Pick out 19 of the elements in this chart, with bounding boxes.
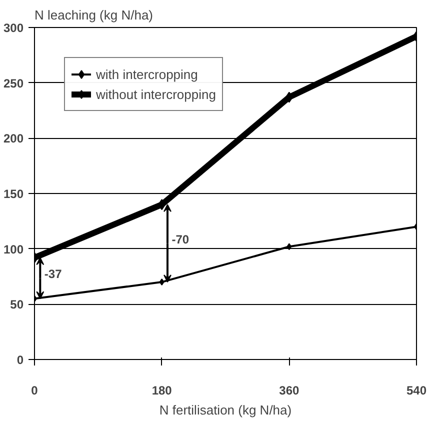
y-tick-label: 300 bbox=[3, 21, 24, 35]
point bbox=[159, 278, 164, 286]
annotation: -37 bbox=[44, 267, 62, 282]
legend-label: with intercropping bbox=[96, 66, 198, 82]
y-tick-label: 50 bbox=[10, 298, 24, 312]
y-tick-label: 100 bbox=[3, 242, 24, 256]
y-tick-label: 150 bbox=[3, 187, 24, 201]
x-tick-label: 540 bbox=[406, 384, 427, 398]
y-tick-label: 200 bbox=[3, 132, 24, 146]
legend-label: without intercropping bbox=[96, 86, 216, 102]
x-tick-label: 0 bbox=[31, 384, 38, 398]
x-tick-label: 360 bbox=[279, 384, 300, 398]
annotation: -70 bbox=[172, 232, 190, 246]
y-axis-title: N leaching (kg N/ha) bbox=[34, 8, 153, 22]
x-axis-title: N fertilisation (kg N/ha) bbox=[159, 402, 292, 418]
y-tick-label: 0 bbox=[16, 353, 24, 367]
x-tick-label: 180 bbox=[152, 384, 172, 398]
point bbox=[286, 243, 292, 250]
y-tick-label: 250 bbox=[3, 76, 24, 90]
